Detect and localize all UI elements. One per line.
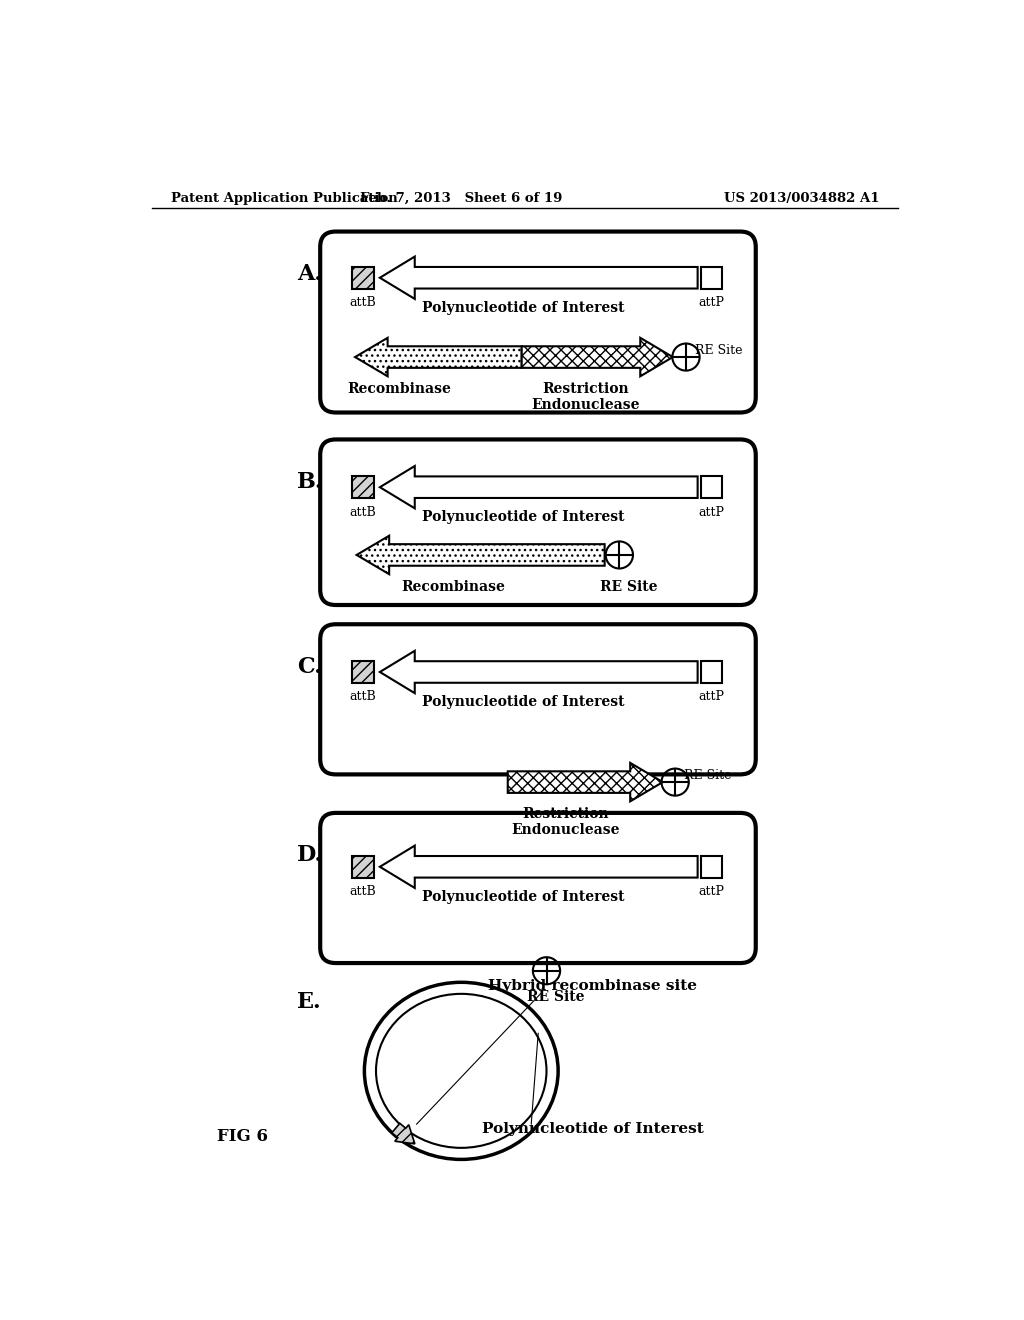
- FancyBboxPatch shape: [700, 661, 722, 682]
- Text: Polynucleotide of Interest: Polynucleotide of Interest: [422, 890, 625, 904]
- FancyArrow shape: [380, 256, 697, 298]
- Text: D.: D.: [297, 845, 324, 866]
- Text: B.: B.: [297, 471, 324, 492]
- FancyArrow shape: [355, 338, 521, 376]
- FancyBboxPatch shape: [352, 855, 374, 878]
- Text: RE Site: RE Site: [600, 579, 657, 594]
- FancyArrow shape: [380, 466, 697, 508]
- Text: attB: attB: [349, 506, 376, 519]
- Text: attB: attB: [349, 296, 376, 309]
- Text: A.: A.: [297, 263, 322, 285]
- Text: US 2013/0034882 A1: US 2013/0034882 A1: [724, 191, 880, 205]
- Text: FIG 6: FIG 6: [217, 1127, 268, 1144]
- Text: Restriction
Endonuclease: Restriction Endonuclease: [512, 807, 621, 837]
- Text: RE Site: RE Site: [527, 990, 585, 1005]
- FancyBboxPatch shape: [700, 267, 722, 289]
- Text: Hybrid recombinase site: Hybrid recombinase site: [488, 979, 697, 993]
- Text: Polynucleotide of Interest: Polynucleotide of Interest: [422, 511, 625, 524]
- Text: Polynucleotide of Interest: Polynucleotide of Interest: [422, 301, 625, 315]
- FancyArrow shape: [380, 846, 697, 888]
- Text: RE Site: RE Site: [695, 345, 742, 358]
- FancyArrow shape: [508, 763, 663, 801]
- Text: attB: attB: [349, 690, 376, 704]
- Text: attB: attB: [349, 886, 376, 899]
- Text: Feb. 7, 2013   Sheet 6 of 19: Feb. 7, 2013 Sheet 6 of 19: [360, 191, 562, 205]
- FancyArrow shape: [380, 651, 697, 693]
- Text: attP: attP: [698, 506, 725, 519]
- Text: Recombinase: Recombinase: [347, 381, 452, 396]
- FancyArrow shape: [521, 338, 673, 376]
- Text: E.: E.: [297, 990, 322, 1012]
- Text: C.: C.: [297, 656, 322, 677]
- Text: Recombinase: Recombinase: [401, 579, 506, 594]
- FancyBboxPatch shape: [700, 477, 722, 498]
- FancyArrow shape: [392, 1123, 415, 1144]
- Text: attP: attP: [698, 296, 725, 309]
- Text: attP: attP: [698, 886, 725, 899]
- Text: Polynucleotide of Interest: Polynucleotide of Interest: [422, 696, 625, 709]
- FancyBboxPatch shape: [352, 661, 374, 682]
- FancyBboxPatch shape: [352, 477, 374, 498]
- Text: Restriction
Endonuclease: Restriction Endonuclease: [531, 381, 640, 412]
- Text: RE Site: RE Site: [684, 770, 732, 783]
- FancyBboxPatch shape: [352, 267, 374, 289]
- Text: attP: attP: [698, 690, 725, 704]
- FancyArrow shape: [356, 536, 604, 574]
- FancyBboxPatch shape: [700, 855, 722, 878]
- Text: Patent Application Publication: Patent Application Publication: [171, 191, 397, 205]
- Text: Polynucleotide of Interest: Polynucleotide of Interest: [482, 1122, 703, 1135]
